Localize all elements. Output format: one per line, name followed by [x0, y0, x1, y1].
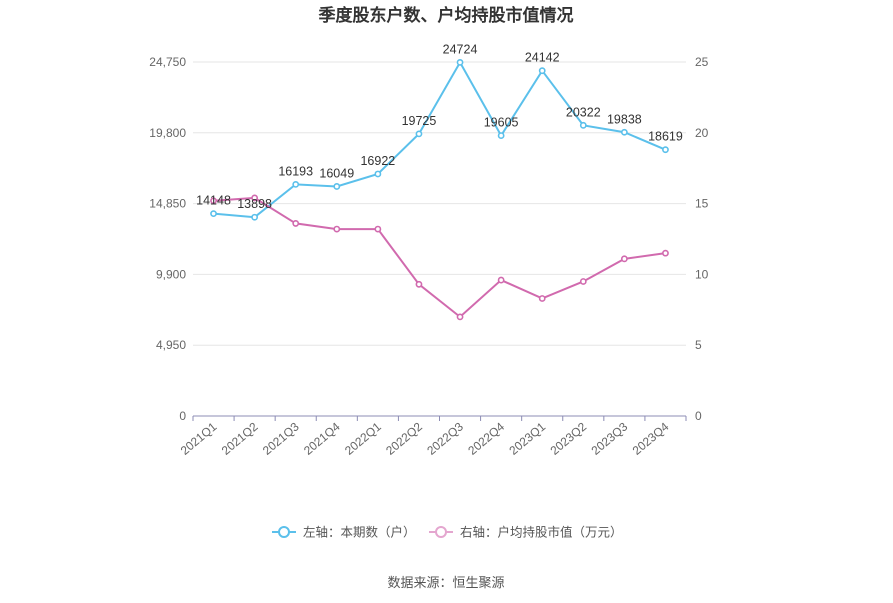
legend-marker-left [278, 526, 290, 538]
x-tick-label: 2022Q2 [383, 419, 425, 457]
legend-label-left: 左轴：本期数（户） [303, 525, 416, 540]
left-tick-label: 24,750 [149, 55, 186, 69]
data-point-right [415, 280, 423, 288]
data-point-left [620, 128, 628, 136]
x-tick-label: 2023Q1 [506, 419, 548, 457]
data-label: 14148 [196, 194, 231, 208]
data-point-left [538, 67, 546, 75]
data-point-right [620, 255, 628, 263]
right-tick-label: 20 [695, 126, 709, 140]
left-tick-label: 0 [179, 409, 186, 423]
data-point-left [579, 121, 587, 129]
x-tick-label: 2021Q3 [260, 419, 302, 457]
legend-marker-right [435, 526, 447, 538]
x-tick-label: 2023Q2 [548, 419, 590, 457]
data-point-right [333, 225, 341, 233]
right-tick-label: 5 [695, 338, 702, 352]
right-tick-label: 25 [695, 55, 709, 69]
x-tick-label: 2021Q1 [178, 419, 220, 457]
data-point-left [292, 180, 300, 188]
data-point-right [662, 249, 669, 257]
data-labels: 14148 13898 16193 16049 16922 19725 24724 19605… [196, 42, 683, 211]
data-point-right [456, 313, 464, 321]
data-label: 19605 [484, 116, 519, 130]
data-point-left [333, 183, 341, 190]
data-point-left [662, 146, 669, 154]
right-tick-label: 15 [695, 197, 709, 211]
data-label: 13898 [237, 197, 272, 211]
left-tick-label: 14,850 [149, 197, 186, 211]
left-tick-label: 19,800 [149, 126, 186, 140]
left-tick-label: 9,900 [156, 267, 186, 281]
x-tick-label: 2023Q3 [589, 419, 631, 457]
data-point-right [210, 197, 217, 205]
data-point-left [497, 132, 505, 139]
x-tick-label: 2022Q3 [424, 419, 466, 457]
series-group [210, 58, 669, 321]
data-point-left [415, 130, 423, 138]
right-tick-label: 0 [695, 409, 702, 423]
data-label: 16049 [319, 166, 354, 180]
data-point-right [538, 295, 546, 302]
data-label: 20322 [566, 105, 601, 119]
data-label: 16193 [278, 164, 313, 178]
data-point-right [251, 194, 259, 202]
x-tick-label: 2023Q4 [630, 419, 672, 457]
legend-item-right[interactable]: 右轴：户均持股市值（万元） [429, 525, 623, 540]
data-point-left [210, 210, 217, 218]
x-tick-label: 2021Q2 [219, 419, 261, 457]
x-tick-label: 2022Q4 [465, 419, 507, 457]
legend-label-right: 右轴：户均持股市值（万元） [460, 525, 623, 540]
data-point-left [374, 170, 382, 178]
x-tick-label: 2022Q1 [342, 419, 384, 457]
x-tick-label: 2021Q4 [301, 419, 343, 457]
data-label: 24142 [525, 51, 560, 65]
data-label: 19725 [402, 114, 437, 128]
source-text: 数据来源：恒生聚源 [387, 575, 504, 590]
data-label: 24724 [443, 42, 478, 56]
data-label: 19838 [607, 112, 642, 126]
legend-item-left[interactable]: 左轴：本期数（户） [272, 525, 416, 540]
grid [193, 61, 686, 346]
data-label: 16922 [360, 154, 395, 168]
data-point-left [456, 58, 464, 66]
right-tick-label: 10 [695, 267, 709, 281]
right-axis-ticks: 0 5 10 15 20 25 [695, 55, 709, 423]
data-point-right [374, 225, 382, 233]
left-tick-label: 4,950 [156, 338, 186, 352]
series-line-right [213, 196, 666, 319]
legend[interactable]: 左轴：本期数（户） 右轴：户均持股市值（万元） [272, 525, 623, 540]
data-point-right [579, 278, 587, 285]
x-axis: 2021Q1 2021Q2 2021Q3 2021Q4 2022Q1 2022Q2 2022… [178, 415, 687, 458]
data-label: 18619 [648, 130, 683, 144]
data-point-right [497, 276, 505, 284]
data-point-left [251, 213, 259, 221]
data-point-right [292, 220, 300, 227]
chart-title: 季度股东户数、户均持股市值情况 [319, 5, 574, 25]
series-line-left [213, 60, 666, 219]
left-axis-ticks: 0 4,950 9,900 14,850 19,800 24,750 [149, 55, 186, 423]
